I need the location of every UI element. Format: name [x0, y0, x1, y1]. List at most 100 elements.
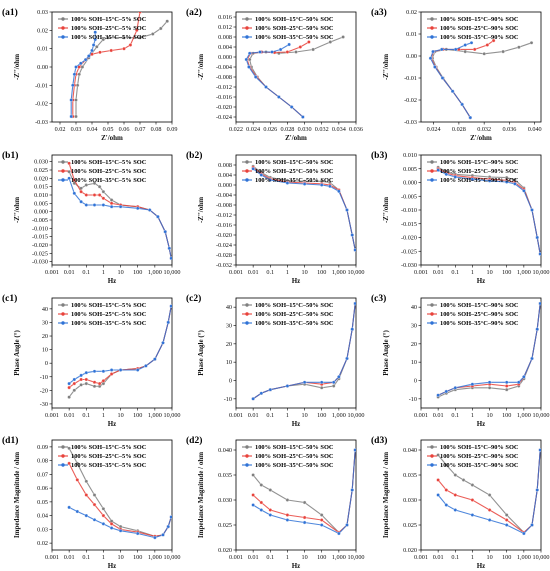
- y-axis-title: Phase Angle (°): [382, 330, 390, 376]
- data-point: [535, 488, 539, 492]
- series-group: [251, 301, 356, 401]
- data-point: [485, 43, 490, 47]
- data-point: [84, 377, 89, 382]
- x-tick-label: 0.040: [528, 126, 542, 133]
- legend: 100% SOH–15°C–5% SOC 100% SOH–25°C–5% SOC…: [58, 159, 147, 184]
- x-tick-label: 0.01: [64, 412, 75, 419]
- plot-frame: [51, 297, 173, 409]
- x-tick-label: 0.036: [349, 126, 363, 133]
- series-group: [251, 164, 356, 252]
- panel-label: (a3): [371, 7, 387, 18]
- y-tick-label: 0.04: [37, 513, 48, 520]
- x-tick-label: 10: [486, 412, 492, 419]
- data-point: [470, 177, 475, 181]
- data-point: [487, 386, 492, 390]
- y-tick-label: -20: [40, 387, 48, 394]
- chart-a2: (a2)0.022 0.024 0.026 0.028 0.030 0.032 0.034 0…: [186, 7, 363, 142]
- data-point: [453, 473, 458, 477]
- y-tick-label: 0.012: [218, 24, 232, 31]
- legend: 100% SOH–15°C–5% SOC 100% SOH–25°C–5% SOC…: [58, 444, 147, 469]
- y-axis-title: -Z''/ohm: [197, 197, 205, 223]
- data-point: [101, 37, 105, 42]
- data-point: [84, 183, 89, 187]
- legend-swatch-marker: [430, 445, 434, 449]
- data-point: [72, 72, 77, 77]
- x-tick-label: 0.001: [229, 412, 243, 419]
- data-point: [118, 368, 123, 372]
- data-point: [482, 52, 486, 56]
- x-axis-title: Z'/ohm: [470, 134, 492, 142]
- data-point: [72, 381, 77, 386]
- y-tick-label: -0.02: [404, 97, 417, 104]
- data-point: [270, 50, 274, 54]
- data-point: [165, 19, 169, 23]
- x-tick-label: 0.01: [433, 412, 444, 419]
- x-tick-label: 0.001: [414, 554, 428, 561]
- chart-c1: (c1)0.001 0.01 0.1 1 10 100 1,000 10,000-30-20-…: [2, 293, 181, 428]
- x-tick-label: 10: [486, 269, 492, 276]
- data-point: [319, 183, 324, 187]
- data-point: [169, 304, 172, 308]
- x-tick-label: 1,000: [332, 269, 346, 276]
- y-tick-label: -0.020: [216, 104, 232, 111]
- y-tick-label: 0.015: [34, 184, 48, 191]
- x-tick-label: 0.1: [82, 269, 90, 276]
- data-point: [253, 75, 258, 79]
- x-tick-label: 10,000: [163, 554, 180, 561]
- legend: 100% SOH–15°C–90% SOC 100% SOH–25°C–90% S…: [427, 16, 519, 41]
- data-point: [91, 43, 96, 47]
- legend-swatch-marker: [61, 17, 65, 21]
- legend-swatch-marker: [61, 169, 65, 173]
- data-point: [469, 41, 474, 45]
- y-tick-label: 0: [229, 378, 232, 385]
- x-tick-label: 100: [317, 554, 326, 561]
- x-tick-label: 0.001: [414, 269, 428, 276]
- data-point: [259, 483, 264, 487]
- data-point: [277, 95, 281, 99]
- data-point: [147, 208, 152, 212]
- legend: 100% SOH–15°C–50% SOC 100% SOH–25°C–50% S…: [242, 16, 334, 41]
- x-tick-label: 1: [471, 554, 474, 561]
- y-tick-label: 0.03: [37, 526, 48, 533]
- data-point: [69, 114, 73, 119]
- chart-b2: (b2) 0.001 0.01 0.1 1 10 100 1,000 10,000 -0.032 -…: [186, 150, 365, 285]
- data-point: [319, 513, 324, 517]
- legend-entry: 100% SOH–35°C–90% SOC: [440, 462, 519, 469]
- y-tick-label: -30: [40, 401, 48, 408]
- data-point: [522, 189, 526, 193]
- y-tick-label: 20: [226, 341, 232, 348]
- x-tick-label: 100: [133, 269, 142, 276]
- y-tick-label: -0.03: [35, 119, 48, 126]
- legend-swatch-marker: [430, 17, 434, 21]
- x-tick-label: 0.001: [45, 269, 59, 276]
- legend: 100% SOH–15°C–90% SOC 100% SOH–25°C–90% S…: [427, 444, 519, 469]
- legend-swatch-marker: [245, 303, 249, 307]
- data-point: [487, 518, 492, 522]
- panel-label: (b2): [186, 150, 202, 161]
- y-tick-label: -0.03: [404, 119, 417, 126]
- x-tick-label: 100: [317, 269, 326, 276]
- data-point: [337, 531, 341, 536]
- chart-d2: (d2) 0.001 0.01 0.1 1 10 100 1,000 10,000 0.020 0.…: [186, 435, 365, 570]
- data-point: [264, 85, 268, 89]
- x-tick-label: 0.09: [167, 126, 178, 133]
- legend-swatch-marker: [61, 454, 65, 458]
- data-point: [101, 369, 106, 374]
- data-point: [135, 531, 140, 536]
- data-point: [92, 380, 97, 384]
- data-point: [161, 533, 165, 537]
- legend-entry: 100% SOH–35°C–90% SOC: [440, 320, 519, 327]
- chart-c3: (c3) 0.001 0.01 0.1 1 10 100 1,000 10,000 -10 0 10 2…: [371, 293, 550, 428]
- x-tick-label: 100: [502, 269, 511, 276]
- y-tick-label: 0.025: [218, 522, 232, 529]
- x-tick-label: 100: [317, 412, 326, 419]
- data-point: [72, 377, 77, 382]
- data-point: [161, 341, 165, 345]
- x-tick-label: 100: [133, 554, 142, 561]
- data-point: [487, 508, 492, 512]
- data-point: [67, 169, 71, 174]
- data-point: [268, 178, 273, 182]
- y-tick-label: 0.01: [406, 31, 417, 38]
- x-axis-title: Hz: [477, 277, 486, 285]
- x-tick-label: 0.07: [135, 126, 146, 133]
